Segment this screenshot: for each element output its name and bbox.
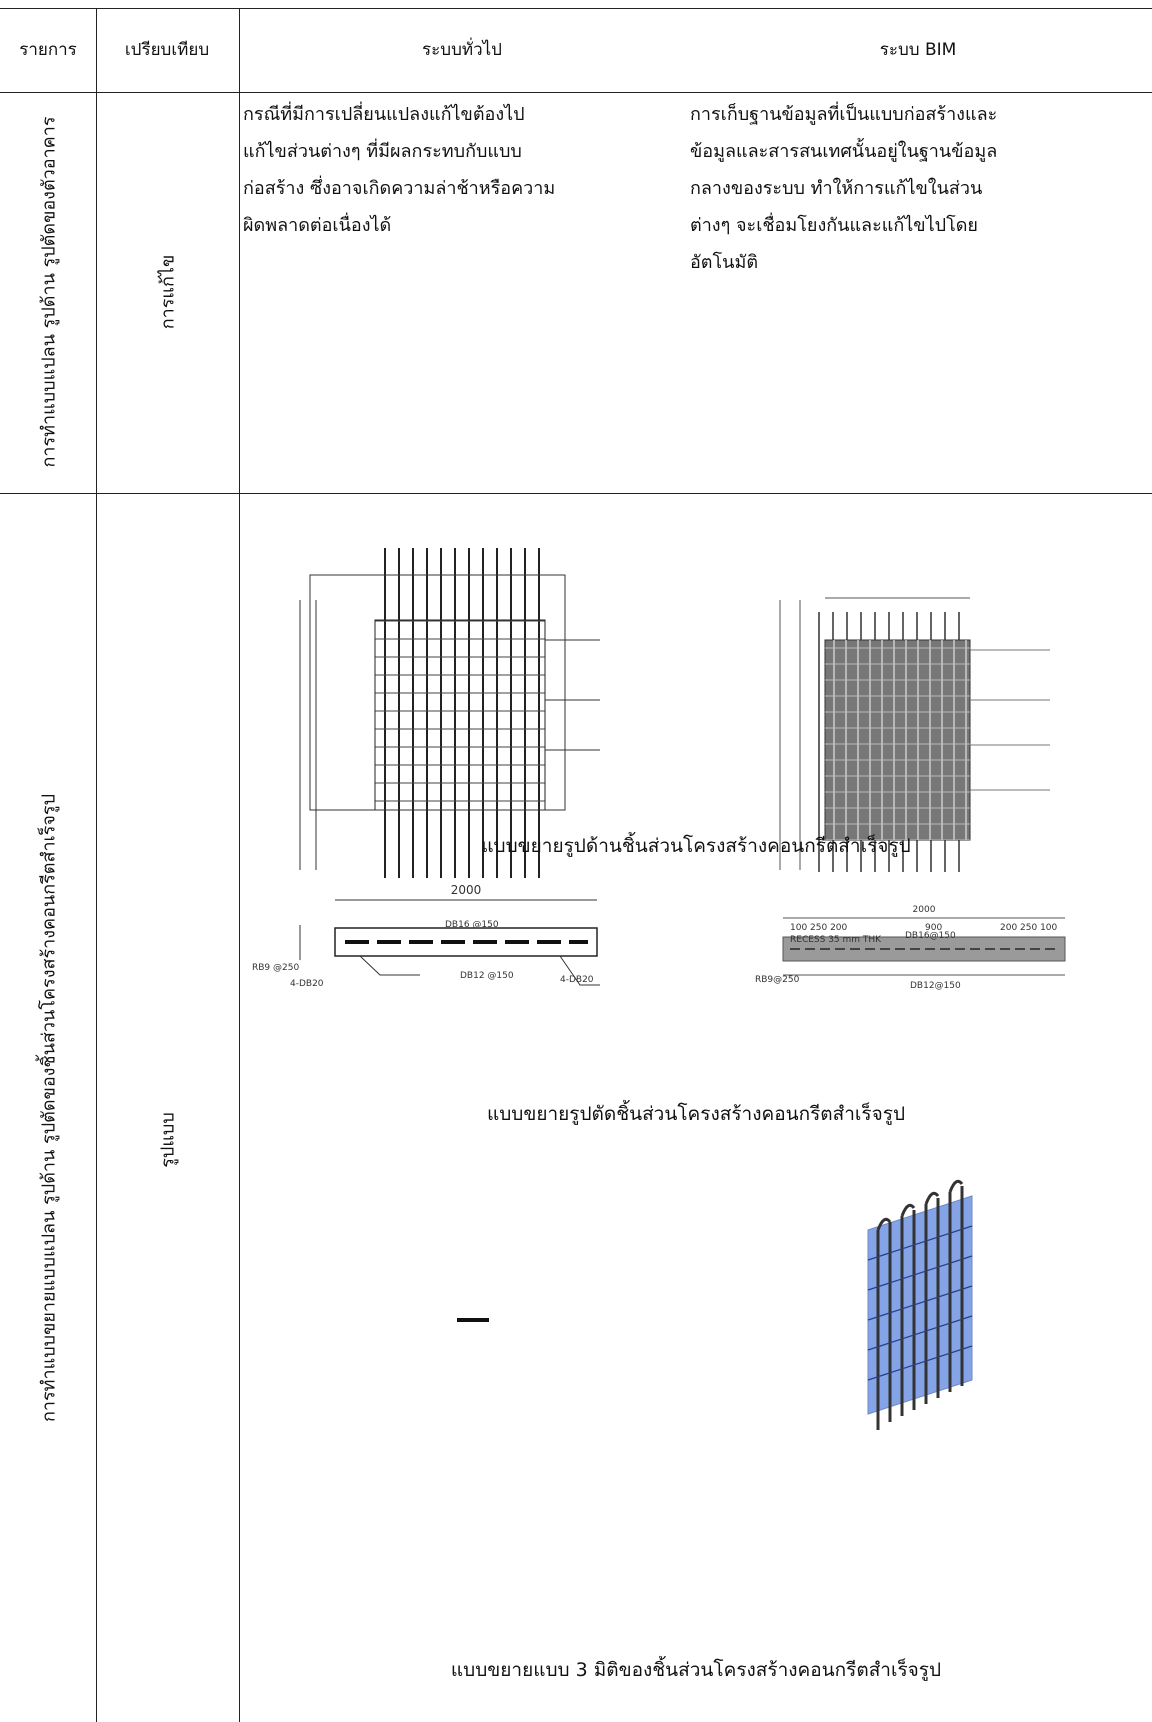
elevation-general: [300, 548, 600, 878]
drawing-label: 4-DB20: [560, 975, 594, 985]
drawing-label: RB9@250: [755, 975, 800, 985]
table-border: [239, 8, 240, 1722]
drawing-label: 4-DB20: [290, 979, 324, 989]
header-cell: ระบบ BIM: [880, 36, 957, 63]
section-general: [300, 900, 600, 985]
text-line: การเก็บฐานข้อมูลที่เป็นแบบก่อสร้างและ: [690, 96, 997, 133]
figure-caption: แบบขยายรูปด้านชิ้นส่วนโครงสร้างคอนกรีตสำ…: [481, 832, 910, 857]
table-border: [96, 8, 97, 1722]
row-item: การทำแบบแปลน รูปด้าน รูปตัดของตัวอาคาร: [34, 116, 63, 467]
drawing-label: RECESS 35 mm THK: [790, 935, 882, 945]
figures: แบบขยายรูปด้านชิ้นส่วนโครงสร้างคอนกรีตสำ…: [241, 495, 1152, 1722]
drawing-label: 100 250 200: [790, 923, 848, 933]
header-cell: เปรียบเทียบ: [125, 36, 209, 63]
table-border: [0, 8, 1152, 9]
text-line: ก่อสร้าง ซึ่งอาจเกิดความล่าช้าหรือความ: [243, 170, 555, 207]
drawing-label: 2000: [913, 905, 936, 915]
text-line: ต่างๆ จะเชื่อมโยงกันและแก้ไขไปโดย: [690, 207, 997, 244]
elevation-bim: [780, 598, 1050, 872]
drawing-label: DB12@150: [910, 981, 961, 991]
figure-caption: แบบขยายแบบ 3 มิติของชิ้นส่วนโครงสร้างคอน…: [451, 1656, 941, 1681]
header-cell: ระบบทั่วไป: [422, 36, 502, 63]
text-line: กลางของระบบ ทำให้การแก้ไขในส่วน: [690, 170, 997, 207]
page: รายการ เปรียบเทียบ ระบบทั่วไป ระบบ BIM ก…: [0, 0, 1152, 1722]
drawing-label: 2000: [451, 883, 482, 897]
row-aspect: การแก้ไข: [153, 255, 182, 330]
bim-text: การเก็บฐานข้อมูลที่เป็นแบบก่อสร้างและข้อ…: [690, 96, 997, 281]
drawing-label: 200 250 100: [1000, 923, 1058, 933]
text-line: แก้ไขส่วนต่างๆ ที่มีผลกระทบกับแบบ: [243, 133, 555, 170]
general-text: กรณีที่มีการเปลี่ยนแปลงแก้ไขต้องไปแก้ไขส…: [243, 96, 555, 244]
text-line: ข้อมูลและสารสนเทศนั้นอยู่ในฐานข้อมูล: [690, 133, 997, 170]
text-line: กรณีที่มีการเปลี่ยนแปลงแก้ไขต้องไป: [243, 96, 555, 133]
model-3d: [868, 1181, 972, 1430]
drawing-label: DB16@150: [905, 931, 956, 941]
dash: [457, 1318, 489, 1322]
table-border: [0, 92, 1152, 93]
row-aspect: รูปแบบ: [153, 1112, 182, 1168]
row-item: การทำแบบขยายแบบแปลน รูปด้าน รูปตัดของชิ้…: [34, 794, 63, 1422]
figure-caption: แบบขยายรูปตัดชิ้นส่วนโครงสร้างคอนกรีตสำเ…: [487, 1100, 905, 1125]
text-line: ผิดพลาดต่อเนื่องได้: [243, 207, 555, 244]
header-cell: รายการ: [19, 36, 77, 63]
text-line: อัตโนมัติ: [690, 244, 997, 281]
drawing-label: RB9 @250: [252, 963, 299, 973]
table-border: [0, 493, 1152, 494]
drawing-label: DB12 @150: [460, 971, 514, 981]
drawing-label: DB16 @150: [445, 920, 499, 930]
